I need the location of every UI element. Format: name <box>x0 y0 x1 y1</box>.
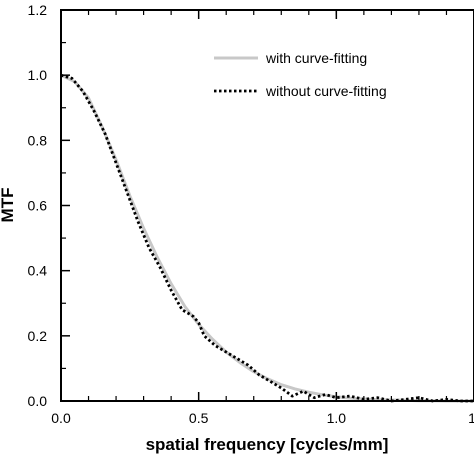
plot-area <box>60 73 474 403</box>
axis-ticks: 0.0 0.5 1.0 1. 0.0 0.2 0.4 0.6 0.8 1.0 1.2 <box>28 2 474 426</box>
legend-label: without curve-fitting <box>265 83 387 99</box>
y-tick-label: 0.8 <box>28 132 48 148</box>
legend-label: with curve-fitting <box>265 50 367 66</box>
y-tick-label: 0.6 <box>28 198 48 214</box>
x-tick-label: 1. <box>468 410 474 426</box>
y-axis-title: MTF <box>0 188 17 223</box>
y-tick-label: 0.4 <box>28 263 48 279</box>
y-tick-label: 1.0 <box>28 67 48 83</box>
x-tick-label: 1.0 <box>327 410 347 426</box>
series-line-0 <box>60 73 474 403</box>
x-axis-title: spatial frequency [cycles/mm] <box>146 435 389 454</box>
y-tick-label: 1.2 <box>28 2 48 18</box>
legend: with curve-fitting without curve-fitting <box>214 50 387 99</box>
x-tick-label: 0.5 <box>189 410 209 426</box>
plot-frame <box>60 9 474 402</box>
series-line-1 <box>60 73 474 403</box>
x-tick-label: 0.0 <box>51 410 71 426</box>
y-tick-label: 0.0 <box>28 393 48 409</box>
y-tick-label: 0.2 <box>28 328 48 344</box>
